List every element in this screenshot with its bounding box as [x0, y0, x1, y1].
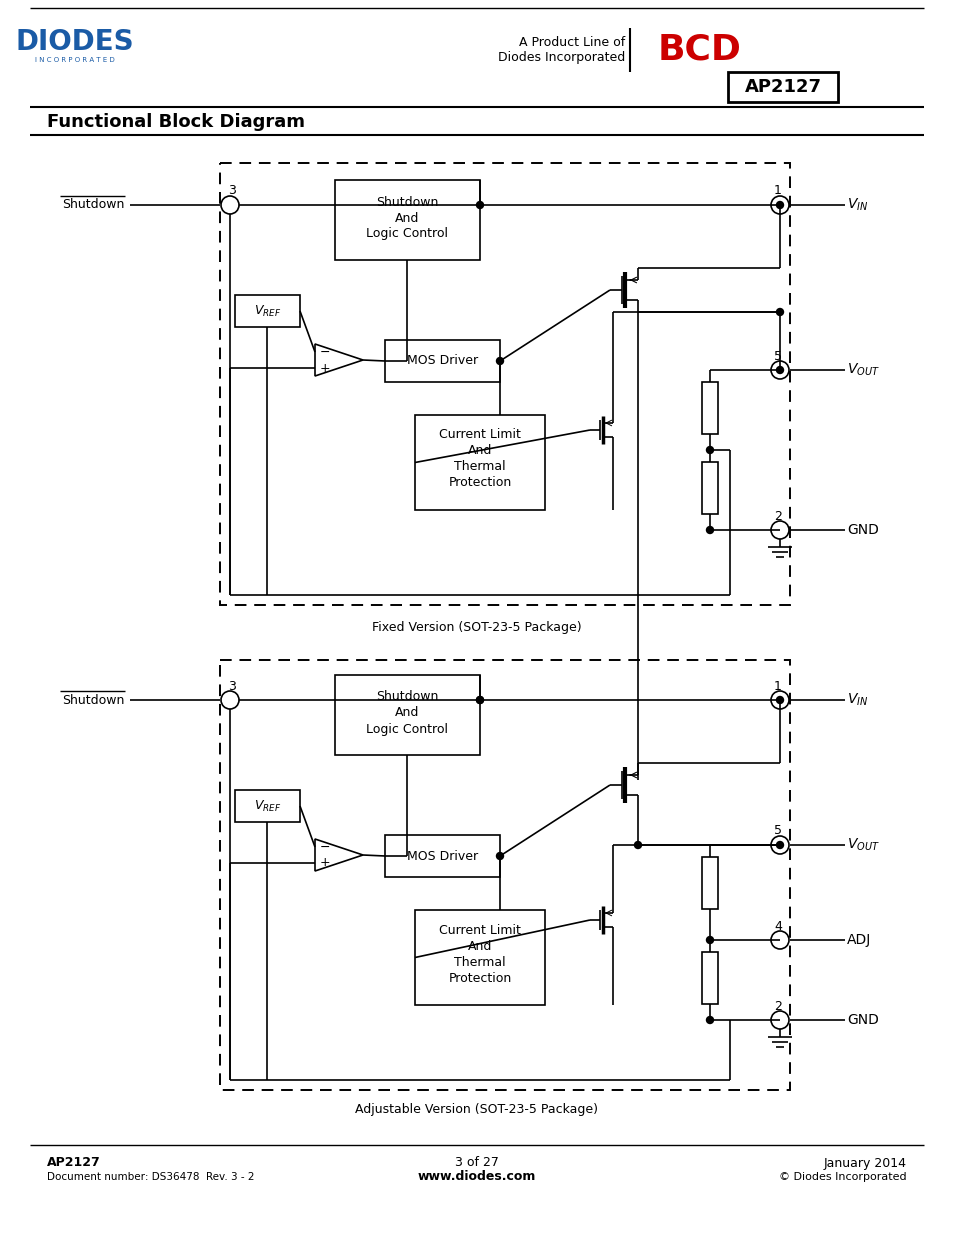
Text: January 2014: January 2014	[823, 1156, 906, 1170]
Bar	[234, 790, 299, 823]
Circle shape	[770, 521, 788, 538]
Bar	[701, 382, 718, 433]
Text: 4: 4	[773, 920, 781, 932]
Text: +: +	[319, 857, 330, 869]
Circle shape	[476, 697, 483, 704]
Circle shape	[476, 201, 483, 209]
Text: And: And	[395, 706, 419, 720]
Bar	[727, 72, 837, 103]
Text: $V_{OUT}$: $V_{OUT}$	[846, 362, 879, 378]
Circle shape	[706, 447, 713, 453]
Text: Shutdown: Shutdown	[63, 694, 125, 706]
Text: 2: 2	[773, 999, 781, 1013]
Text: www.diodes.com: www.diodes.com	[417, 1171, 536, 1183]
Text: Diodes Incorporated: Diodes Incorporated	[497, 51, 624, 63]
Circle shape	[770, 1011, 788, 1029]
Bar	[234, 295, 299, 327]
Circle shape	[770, 931, 788, 948]
Text: $V_{IN}$: $V_{IN}$	[846, 196, 867, 214]
Text: Shutdown: Shutdown	[375, 690, 438, 704]
Text: $V_{REF}$: $V_{REF}$	[253, 304, 281, 319]
Text: GND: GND	[846, 1013, 878, 1028]
Bar	[335, 676, 479, 755]
Text: AP2127: AP2127	[47, 1156, 101, 1170]
Text: Document number: DS36478  Rev. 3 - 2: Document number: DS36478 Rev. 3 - 2	[47, 1172, 254, 1182]
Text: BCD: BCD	[658, 33, 741, 67]
Circle shape	[770, 361, 788, 379]
Circle shape	[770, 196, 788, 214]
Text: MOS Driver: MOS Driver	[407, 354, 477, 368]
Text: Shutdown: Shutdown	[375, 195, 438, 209]
Text: 1: 1	[773, 679, 781, 693]
Circle shape	[496, 852, 503, 860]
Bar	[701, 462, 718, 514]
Bar	[415, 415, 544, 510]
Text: A Product Line of: A Product Line of	[518, 36, 624, 48]
Text: −: −	[319, 346, 330, 358]
Text: 3 of 27: 3 of 27	[455, 1156, 498, 1170]
Text: −: −	[319, 841, 330, 853]
Bar	[220, 659, 789, 1091]
Text: AP2127: AP2127	[743, 78, 821, 96]
Bar	[415, 910, 544, 1005]
Text: 5: 5	[773, 825, 781, 837]
Text: 3: 3	[228, 679, 235, 693]
Text: DIODES: DIODES	[15, 28, 134, 56]
Text: Protection: Protection	[448, 972, 511, 984]
Circle shape	[706, 1016, 713, 1024]
Bar	[701, 952, 718, 1004]
Text: Shutdown: Shutdown	[63, 199, 125, 211]
Bar	[385, 835, 499, 877]
Circle shape	[770, 836, 788, 853]
Text: Functional Block Diagram: Functional Block Diagram	[47, 112, 305, 131]
Text: 2: 2	[773, 510, 781, 522]
Bar	[335, 180, 479, 261]
Text: ADJ: ADJ	[846, 932, 870, 947]
Circle shape	[776, 309, 782, 315]
Text: 3: 3	[228, 184, 235, 198]
Circle shape	[770, 692, 788, 709]
Text: And: And	[467, 940, 492, 952]
Text: I N C O R P O R A T E D: I N C O R P O R A T E D	[35, 57, 114, 63]
Circle shape	[706, 936, 713, 944]
Circle shape	[476, 697, 483, 704]
Circle shape	[496, 357, 503, 364]
Text: Logic Control: Logic Control	[366, 227, 448, 241]
Text: $V_{REF}$: $V_{REF}$	[253, 799, 281, 814]
Circle shape	[776, 841, 782, 848]
Bar	[701, 857, 718, 909]
Text: And: And	[467, 445, 492, 457]
Text: © Diodes Incorporated: © Diodes Incorporated	[779, 1172, 906, 1182]
Text: Thermal: Thermal	[454, 461, 505, 473]
Text: $V_{OUT}$: $V_{OUT}$	[846, 837, 879, 853]
Circle shape	[706, 526, 713, 534]
Circle shape	[634, 841, 640, 848]
Circle shape	[776, 367, 782, 373]
Polygon shape	[314, 839, 363, 871]
Text: Protection: Protection	[448, 477, 511, 489]
Text: $V_{IN}$: $V_{IN}$	[846, 692, 867, 708]
Circle shape	[221, 196, 239, 214]
Polygon shape	[314, 345, 363, 375]
Text: And: And	[395, 211, 419, 225]
Text: Logic Control: Logic Control	[366, 722, 448, 736]
Circle shape	[776, 697, 782, 704]
Text: Current Limit: Current Limit	[438, 429, 520, 441]
Text: +: +	[319, 362, 330, 374]
Text: Adjustable Version (SOT-23-5 Package): Adjustable Version (SOT-23-5 Package)	[355, 1104, 598, 1116]
Text: Thermal: Thermal	[454, 956, 505, 968]
Text: GND: GND	[846, 522, 878, 537]
Text: MOS Driver: MOS Driver	[407, 850, 477, 862]
Text: 1: 1	[773, 184, 781, 198]
Circle shape	[221, 692, 239, 709]
Text: Current Limit: Current Limit	[438, 924, 520, 936]
Text: 5: 5	[773, 350, 781, 363]
Bar	[220, 163, 789, 605]
Text: Fixed Version (SOT-23-5 Package): Fixed Version (SOT-23-5 Package)	[372, 621, 581, 635]
Circle shape	[776, 201, 782, 209]
Bar	[385, 340, 499, 382]
